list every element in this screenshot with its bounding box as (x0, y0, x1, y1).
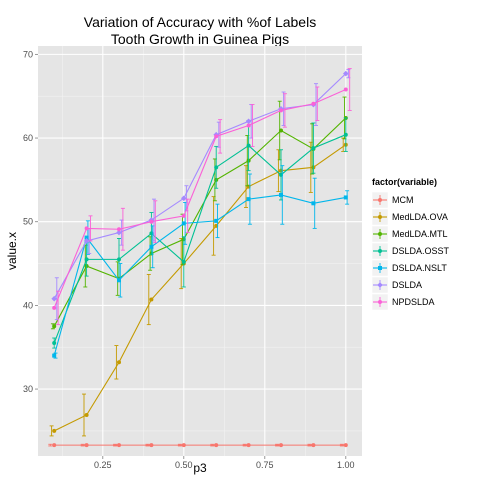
data-point (343, 443, 348, 448)
data-point (181, 443, 186, 448)
legend-key-marker (378, 198, 382, 202)
data-point (84, 257, 89, 262)
data-point (279, 128, 283, 133)
data-point (116, 229, 122, 236)
data-point (214, 165, 219, 170)
data-point (343, 87, 348, 92)
data-point (117, 227, 121, 232)
y-tick-label: 40 (23, 300, 33, 310)
data-point (149, 244, 154, 249)
y-tick-label: 70 (23, 49, 33, 59)
legend-label: DSLDA.NSLT (392, 263, 447, 273)
data-point (246, 197, 251, 202)
data-point (214, 443, 219, 448)
data-point (52, 324, 57, 329)
y-tick-label: 60 (23, 133, 33, 143)
data-point (52, 353, 57, 358)
legend-label: MedLDA.MTL (392, 229, 448, 239)
data-point (311, 101, 316, 106)
legend-label: DSLDA (392, 280, 422, 290)
legend-label: NPDSLDA (392, 297, 435, 307)
legend-item: MedLDA.OVA (371, 208, 448, 226)
chart-title-line-1: Variation of Accuracy with %of Labels (84, 14, 316, 30)
data-point (83, 238, 90, 244)
data-point (117, 257, 121, 262)
legend-key-marker (378, 266, 382, 270)
x-tick-label: 1.00 (337, 460, 355, 470)
data-point (246, 143, 251, 148)
data-point (214, 218, 219, 223)
data-point (84, 443, 89, 448)
data-point (181, 213, 186, 218)
data-point (343, 195, 348, 200)
data-point (181, 221, 186, 226)
data-point (149, 297, 154, 302)
legend-key-marker (378, 249, 382, 253)
series-layer (48, 68, 352, 448)
legend-key-marker (378, 215, 382, 219)
data-point (51, 295, 57, 302)
data-point (84, 226, 89, 231)
series-line (53, 144, 347, 432)
data-point (214, 134, 219, 139)
chart-title-line-2: Tooth Growth in Guinea Pigs (111, 31, 289, 47)
legend-item: NPDSLDA (371, 293, 435, 311)
data-point (279, 192, 283, 197)
legend-label: MCM (392, 195, 414, 205)
data-point (311, 146, 316, 151)
data-point (246, 443, 251, 448)
data-point (52, 428, 57, 433)
series-line (53, 117, 347, 327)
data-point (343, 132, 348, 137)
data-point (52, 341, 57, 346)
y-tick-label: 50 (23, 217, 33, 227)
x-tick-label: 0.75 (256, 460, 274, 470)
series-npdslda (52, 68, 352, 326)
data-point (311, 201, 316, 206)
data-point (311, 443, 316, 448)
y-axis-label: value.x (5, 232, 19, 270)
legend-item: MedLDA.MTL (371, 225, 448, 243)
series-mcm (48, 443, 348, 448)
data-point (84, 235, 89, 240)
legend-item: DSLDA.NSLT (371, 259, 447, 277)
data-point (246, 123, 251, 128)
data-point (52, 305, 57, 310)
data-point (117, 443, 121, 448)
data-point (181, 259, 186, 264)
data-point (52, 443, 57, 448)
data-point (149, 219, 154, 224)
legend-key-marker (378, 232, 382, 236)
x-tick-label: 0.50 (175, 460, 193, 470)
data-point (279, 108, 283, 113)
legend-key-marker (377, 282, 383, 288)
legend-title: factor(variable) (372, 177, 437, 187)
data-point (245, 118, 252, 125)
data-point (117, 360, 121, 365)
data-point (279, 443, 283, 448)
data-point (84, 413, 89, 417)
series-line (53, 89, 347, 309)
data-point (117, 278, 121, 283)
x-tick-label: 0.25 (94, 460, 112, 470)
y-tick-label: 30 (23, 384, 33, 394)
legend-key-marker (378, 300, 382, 304)
data-point (181, 195, 187, 202)
legend-label: MedLDA.OVA (392, 212, 448, 222)
legend-item: DSLDA.OSST (371, 242, 450, 260)
legend: factor(variable) MCM MedLDA.OVA MedLDA.MTL… (371, 177, 450, 311)
series-line (53, 194, 346, 356)
data-point (149, 443, 154, 448)
plot-panel (38, 46, 362, 456)
x-axis-label: p3 (193, 461, 207, 475)
axis-ticks: 0.25 0.50 0.75 1.00 30 40 50 60 70 (23, 49, 355, 470)
legend-label: DSLDA.OSST (392, 246, 450, 256)
legend-item: MCM (371, 191, 414, 209)
data-point (343, 70, 349, 77)
series-medlda-ova (49, 137, 348, 437)
legend-item: DSLDA (371, 276, 422, 294)
